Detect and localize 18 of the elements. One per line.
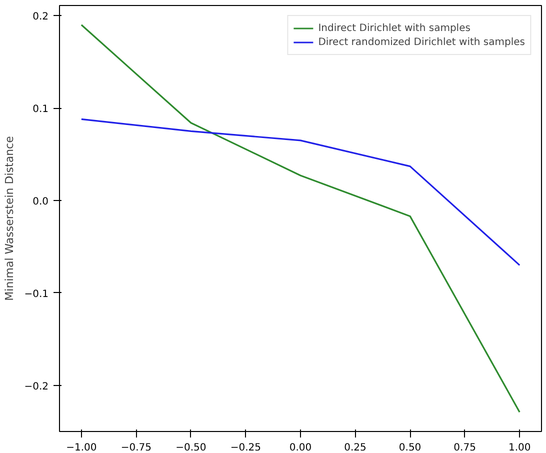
x-tick-label: 0.00 — [289, 442, 312, 453]
x-tick-label: −0.25 — [230, 442, 262, 453]
y-tick-label: 0.0 — [32, 196, 49, 208]
x-tick-label: 0.75 — [454, 442, 476, 453]
x-tick-label: −0.75 — [120, 442, 152, 453]
legend-label: Indirect Dirichlet with samples — [318, 22, 470, 34]
y-axis-title: Minimal Wasserstein Distance — [3, 136, 16, 301]
x-tick-label: 1.00 — [508, 442, 531, 453]
line-series — [80, 118, 520, 266]
x-tick-label: 0.50 — [398, 442, 422, 453]
legend-label: Direct randomized Dirichlet with samples — [318, 36, 525, 48]
y-tick-label: −0.2 — [24, 381, 49, 392]
x-tick-label: −0.50 — [176, 442, 206, 453]
x-tick-label: −1.00 — [66, 442, 97, 453]
y-tick-label: 0.1 — [32, 104, 49, 116]
x-tick-label: 0.25 — [344, 442, 366, 453]
y-tick-label: 0.2 — [32, 12, 49, 23]
y-tick-label: −0.1 — [24, 288, 49, 300]
